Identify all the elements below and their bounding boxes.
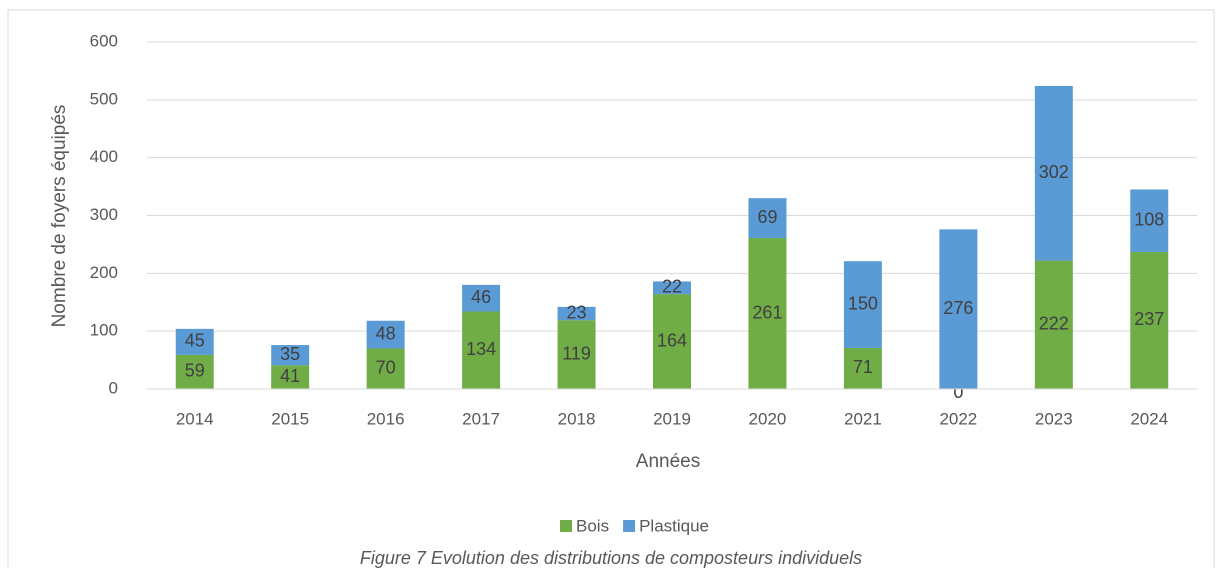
bar-segment xyxy=(175,328,214,355)
bar-segment xyxy=(271,365,310,389)
data-label: 71 xyxy=(853,357,873,377)
data-label: 237 xyxy=(1134,309,1164,329)
data-label: 261 xyxy=(752,302,782,322)
data-label: 35 xyxy=(280,344,300,364)
x-tick-label: 2017 xyxy=(462,409,500,428)
y-tick-label: 600 xyxy=(90,31,118,50)
data-label: 23 xyxy=(567,302,587,322)
bar-segment xyxy=(366,320,405,349)
y-axis-label: Nombre de foyers équipés xyxy=(49,105,70,328)
data-label: 48 xyxy=(376,323,396,343)
data-label: 164 xyxy=(657,330,687,350)
y-tick-label: 100 xyxy=(90,321,118,340)
chart-border xyxy=(7,9,1215,568)
x-tick-label: 2014 xyxy=(176,409,214,428)
data-label: 150 xyxy=(848,293,878,313)
data-label: 134 xyxy=(466,339,496,359)
y-tick-label: 0 xyxy=(109,378,118,397)
data-label: 59 xyxy=(185,361,205,381)
x-tick-label: 2018 xyxy=(558,409,596,428)
bar-segment xyxy=(175,354,214,389)
bar-segment xyxy=(366,348,405,389)
x-tick-label: 2015 xyxy=(271,409,309,428)
bar-segment xyxy=(653,294,691,389)
data-label: 302 xyxy=(1039,162,1069,182)
data-label: 222 xyxy=(1039,314,1069,334)
bar-segment xyxy=(1034,85,1073,261)
x-axis-label: Années xyxy=(636,451,700,472)
bar-segment xyxy=(462,311,501,389)
x-tick-label: 2020 xyxy=(749,409,787,428)
y-tick-label: 300 xyxy=(90,205,118,224)
caption: Figure 7 Evolution des distributions de … xyxy=(360,548,862,568)
bar-segment xyxy=(939,229,978,389)
data-label: 119 xyxy=(562,343,591,363)
legend-label: Plastique xyxy=(639,516,709,535)
bar-segment xyxy=(1034,260,1073,389)
bar-segment xyxy=(748,198,787,239)
x-tick-label: 2016 xyxy=(367,409,405,428)
data-label: 108 xyxy=(1134,209,1164,229)
bar-segment xyxy=(1130,189,1169,252)
x-tick-label: 2022 xyxy=(939,409,977,428)
data-label: 46 xyxy=(471,287,491,307)
y-tick-label: 400 xyxy=(90,147,118,166)
bar-segment xyxy=(843,347,882,389)
x-tick-label: 2023 xyxy=(1035,409,1073,428)
data-label: 69 xyxy=(757,207,777,227)
data-label: 41 xyxy=(280,366,300,386)
bar-segment xyxy=(748,238,787,389)
legend-label: Bois xyxy=(576,516,609,535)
bar-segment xyxy=(557,320,596,389)
bar-segment xyxy=(653,281,691,295)
data-label: 70 xyxy=(376,358,396,378)
data-label: 276 xyxy=(943,298,973,318)
data-label: 45 xyxy=(185,331,205,351)
legend-swatch xyxy=(560,520,572,532)
legend-swatch xyxy=(623,520,636,532)
x-tick-label: 2021 xyxy=(844,409,882,428)
bar-segment xyxy=(271,345,310,366)
y-tick-label: 500 xyxy=(90,89,118,108)
y-tick-label: 200 xyxy=(90,263,118,282)
x-tick-label: 2024 xyxy=(1130,409,1168,428)
bar-segment xyxy=(843,261,882,348)
bar-segment xyxy=(1130,251,1169,389)
bar-segment xyxy=(462,284,501,312)
x-tick-label: 2019 xyxy=(653,409,691,428)
data-label: 0 xyxy=(953,382,963,402)
bar-segment xyxy=(557,306,596,321)
data-label: 22 xyxy=(662,277,682,297)
